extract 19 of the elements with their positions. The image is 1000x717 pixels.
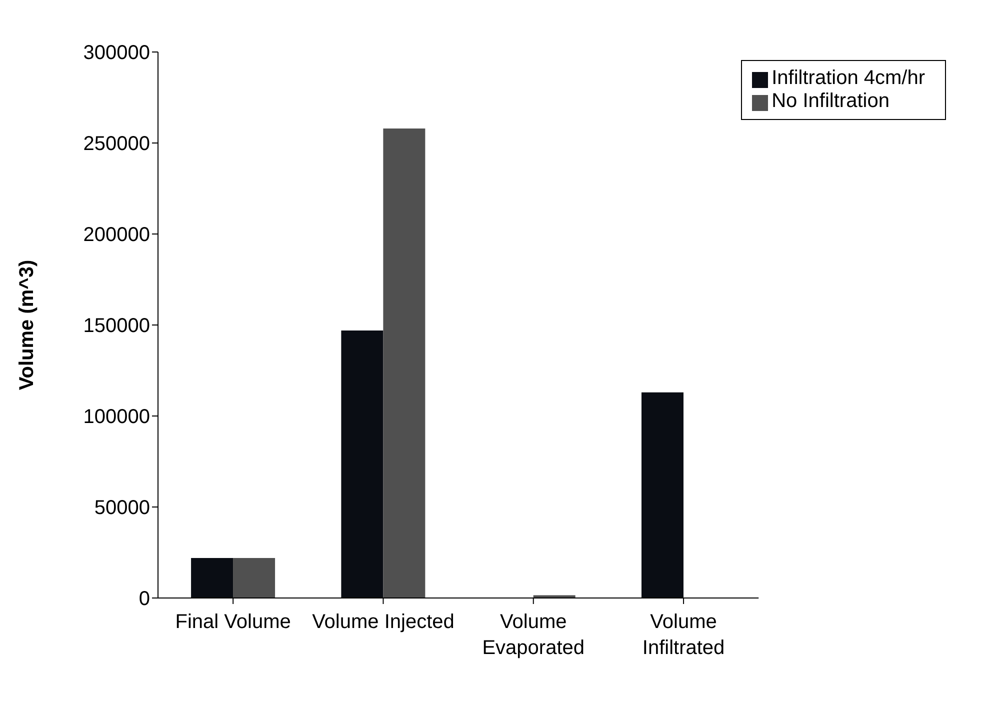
y-tick-label: 0 <box>138 588 150 610</box>
y-axis-title: Volume (m^3) <box>16 260 38 390</box>
x-tick-label: Final Volume <box>175 611 291 633</box>
y-tick-label: 250000 <box>83 133 150 156</box>
y-tick-label: 300000 <box>83 42 150 64</box>
x-tick-label: Volume Injected <box>312 611 454 633</box>
legend-label: No Infiltration <box>772 90 890 112</box>
bar <box>341 330 384 598</box>
bar <box>383 128 426 598</box>
y-tick-label: 100000 <box>83 406 150 428</box>
legend-label: Infiltration 4cm/hr <box>772 67 925 89</box>
bar <box>191 558 234 598</box>
bar <box>233 558 276 598</box>
x-tick-label: Volume Evaporated <box>482 611 585 659</box>
x-tick-label: Volume Infiltrated <box>642 611 725 659</box>
y-tick-label: 150000 <box>83 315 150 338</box>
y-tick-label: 50000 <box>94 497 150 520</box>
bar <box>641 392 684 598</box>
y-tick-label: 200000 <box>83 224 150 246</box>
